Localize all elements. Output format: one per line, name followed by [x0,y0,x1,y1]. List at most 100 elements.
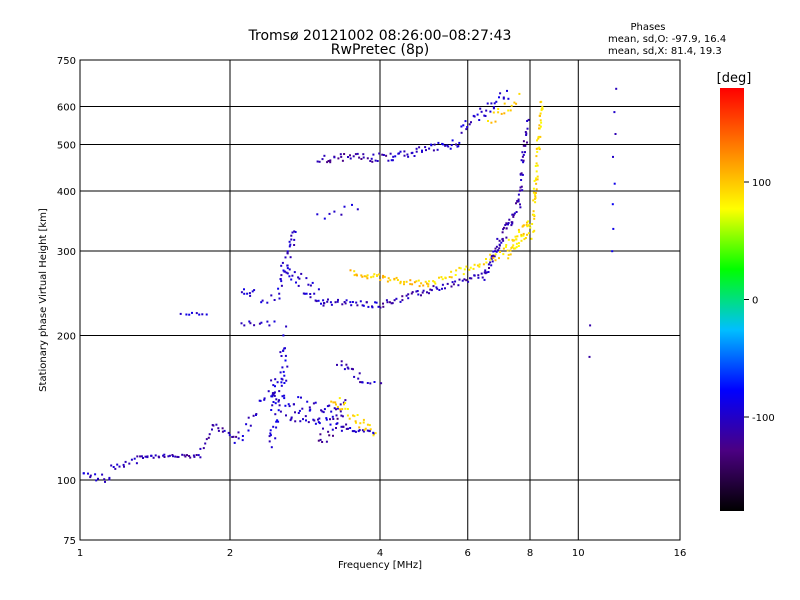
data-point [532,210,535,213]
data-point [342,401,345,404]
data-point [344,402,347,404]
data-point [487,120,489,122]
colorbar [720,88,744,511]
data-point [502,96,505,99]
data-point [476,264,479,267]
data-point [366,274,369,277]
data-point [325,417,328,420]
data-point [280,381,283,384]
data-point [349,427,352,429]
data-point [309,408,312,411]
data-point [537,137,540,140]
data-point [492,111,495,114]
data-point [318,422,321,425]
data-point [128,462,131,465]
data-point [535,182,538,185]
data-point [337,298,339,301]
data-point [140,455,143,458]
data-point [283,382,286,384]
data-point [275,420,278,423]
data-point [108,476,111,479]
data-point [504,224,507,226]
data-point [503,112,506,115]
data-point [500,112,503,115]
data-point [455,143,457,146]
data-point [441,278,444,281]
data-point [251,290,254,293]
data-point [522,144,525,147]
data-point [185,313,188,316]
data-point [515,238,518,241]
data-point [208,433,211,436]
data-point [390,159,393,162]
data-point [382,302,384,305]
data-point [520,185,523,188]
data-point [501,238,504,241]
data-point [532,191,535,194]
data-point [458,278,461,281]
data-point [539,112,542,115]
x-tick-label: 6 [465,548,471,559]
data-point [152,456,155,459]
data-point [270,446,273,449]
data-point [328,404,331,407]
data-point [515,242,518,245]
data-point [290,278,293,281]
data-point [356,208,359,211]
data-point [284,256,287,259]
colorbar-tick-label: 100 [752,178,771,189]
data-point [466,126,469,128]
data-point [411,283,414,286]
data-point [341,408,344,411]
data-point [255,413,258,415]
y-tick-label: 300 [57,247,76,258]
data-point [297,276,300,279]
data-point [325,440,328,443]
data-point [321,441,324,443]
data-point [527,220,529,223]
data-point [337,157,340,160]
data-point [336,300,339,303]
data-point [122,463,125,466]
data-point [506,89,508,92]
data-point [505,222,508,225]
data-point [520,179,523,181]
data-point [526,141,528,144]
data-point [289,419,292,422]
data-point [368,424,371,427]
data-point [507,97,510,100]
data-point [191,311,193,314]
data-point [116,463,119,466]
data-point [294,231,297,233]
data-point [517,198,520,201]
data-point [282,370,285,373]
data-point [353,274,356,277]
plot-frame [79,59,681,541]
data-point [382,154,385,156]
data-point [334,301,337,304]
data-point [333,210,336,213]
data-point [289,256,292,259]
data-point [110,464,113,467]
data-point [505,227,508,230]
data-point [485,271,488,274]
data-point [535,177,537,180]
data-point [511,213,514,216]
data-point [277,420,280,423]
data-point [430,143,433,146]
data-point [510,104,513,107]
data-point [335,403,337,406]
data-point [297,412,300,414]
data-point [513,247,516,250]
data-point [464,120,467,123]
data-point [373,381,376,383]
data-point [611,250,614,253]
data-point [340,155,343,158]
data-point [446,282,449,285]
y-tick-label: 75 [63,536,76,547]
data-point [228,434,231,437]
x-tick-label: 16 [674,548,687,559]
data-point [490,121,493,124]
data-point [277,287,280,290]
data-point [94,473,97,476]
